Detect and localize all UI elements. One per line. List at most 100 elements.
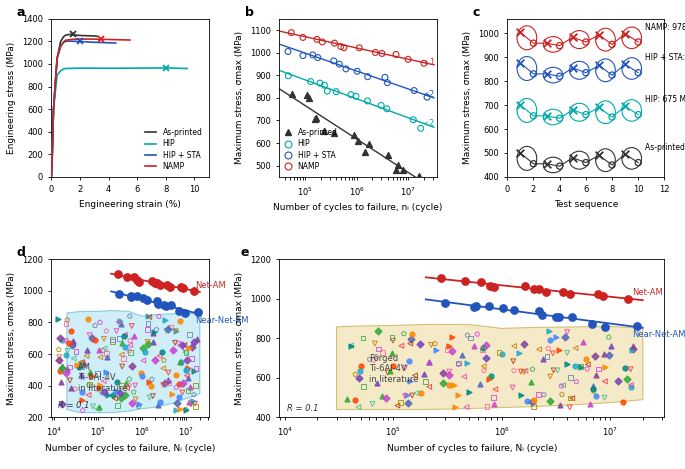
Point: [165, 302, 176, 309]
Point: [408, 116, 419, 123]
Point: [562, 328, 573, 336]
Point: [147, 393, 158, 400]
Point: [170, 327, 181, 335]
Text: a: a: [17, 6, 25, 19]
Text: 2: 2: [425, 90, 434, 99]
Point: [444, 381, 455, 389]
Point: [305, 78, 316, 85]
Point: [551, 313, 562, 320]
Point: [94, 403, 105, 411]
Point: [153, 401, 164, 409]
Point: [628, 342, 639, 349]
Point: [176, 358, 187, 366]
Point: [590, 371, 601, 379]
Point: [297, 34, 308, 41]
Point: [167, 390, 178, 397]
Point: [60, 338, 71, 345]
Point: [519, 368, 530, 376]
Point: [528, 70, 539, 78]
Point: [312, 36, 323, 43]
Point: [114, 290, 125, 298]
Point: [328, 57, 339, 65]
Point: [133, 401, 144, 408]
Point: [116, 394, 127, 401]
Point: [341, 395, 352, 403]
Point: [371, 353, 382, 360]
Point: [115, 320, 126, 327]
Point: [158, 364, 169, 372]
Point: [478, 363, 489, 370]
Point: [178, 285, 189, 292]
Point: [122, 273, 133, 280]
Point: [155, 281, 166, 289]
Point: [567, 33, 578, 41]
Point: [554, 162, 565, 170]
Point: [528, 397, 539, 404]
Point: [449, 403, 460, 411]
Point: [353, 44, 364, 52]
Point: [177, 389, 188, 396]
Point: [536, 311, 547, 318]
Point: [555, 401, 566, 409]
Point: [388, 362, 399, 370]
Point: [625, 381, 636, 388]
Point: [565, 374, 576, 381]
Point: [154, 398, 165, 405]
Point: [419, 370, 429, 378]
Point: [620, 103, 631, 110]
Point: [580, 355, 591, 363]
Point: [411, 389, 422, 397]
Point: [173, 308, 184, 315]
Point: [633, 111, 644, 118]
Point: [567, 154, 578, 161]
Point: [101, 327, 112, 335]
Point: [424, 383, 435, 391]
Point: [88, 403, 99, 410]
Point: [92, 405, 103, 413]
Point: [55, 378, 66, 386]
Point: [142, 326, 153, 333]
Point: [87, 334, 98, 342]
Point: [538, 355, 549, 363]
Point: [124, 312, 135, 320]
Point: [176, 341, 187, 348]
Point: [66, 327, 77, 335]
Text: NAMP: 978 MPa: NAMP: 978 MPa: [645, 23, 685, 32]
Point: [120, 331, 131, 339]
Point: [112, 271, 123, 278]
Point: [484, 282, 495, 289]
Point: [95, 381, 105, 389]
Point: [485, 372, 496, 380]
Point: [319, 128, 330, 135]
Point: [152, 280, 163, 287]
Point: [600, 364, 611, 371]
Point: [528, 39, 539, 47]
Point: [436, 274, 447, 282]
Point: [590, 353, 601, 360]
Point: [67, 337, 78, 344]
Point: [184, 331, 195, 338]
Point: [484, 375, 495, 382]
Point: [551, 333, 562, 340]
Point: [570, 363, 581, 370]
Point: [142, 338, 153, 346]
Point: [76, 397, 87, 404]
Y-axis label: Maximum stress, σmax (MPa): Maximum stress, σmax (MPa): [8, 272, 16, 405]
Point: [540, 288, 551, 295]
Point: [547, 349, 558, 357]
Point: [396, 342, 407, 349]
Point: [334, 61, 345, 68]
Point: [508, 367, 519, 374]
Point: [149, 356, 160, 363]
Point: [119, 392, 130, 399]
Point: [528, 112, 539, 120]
Point: [181, 366, 192, 374]
Point: [345, 91, 356, 98]
Point: [286, 91, 297, 98]
Point: [488, 284, 499, 291]
Point: [472, 330, 483, 338]
Point: [62, 366, 73, 373]
Point: [127, 363, 138, 370]
Point: [541, 353, 552, 361]
Point: [180, 349, 191, 356]
